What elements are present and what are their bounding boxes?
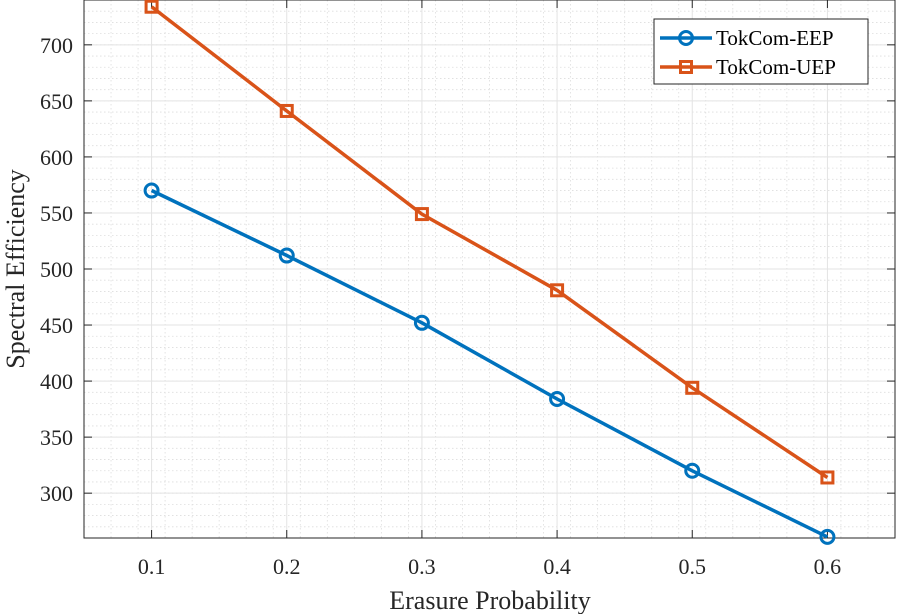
x-tick-label: 0.2 [273, 554, 301, 579]
legend-label: TokCom-UEP [716, 55, 836, 79]
legend-marker [678, 30, 694, 46]
x-tick-label: 0.3 [408, 554, 436, 579]
series-tokcom-eep [143, 182, 836, 545]
square-marker [550, 283, 565, 298]
x-tick-label: 0.1 [138, 554, 166, 579]
x-tick-labels: 0.1 0.2 0.3 0.4 0.5 0.6 [138, 554, 841, 579]
y-tick-label: 450 [40, 313, 73, 338]
y-tick-label: 500 [40, 257, 73, 282]
series-line [150, 5, 829, 479]
legend-marker [679, 60, 693, 74]
y-tick-label: 650 [40, 89, 73, 114]
square-marker [820, 470, 835, 485]
series-line [150, 188, 829, 539]
circle-marker [413, 314, 430, 331]
legend-items: TokCom-EEP TokCom-UEP [660, 26, 836, 79]
major-grid [84, 0, 895, 538]
x-tick-label: 0.6 [814, 554, 842, 579]
x-tick-label: 0.4 [543, 554, 571, 579]
x-axis-title: Erasure Probability [389, 586, 590, 614]
y-tick-labels: 300 350 400 450 500 550 600 650 700 [40, 33, 73, 506]
legend-label: TokCom-EEP [716, 26, 834, 50]
y-tick-label: 300 [40, 481, 73, 506]
square-marker [685, 380, 700, 395]
series-tokcom-uep [144, 0, 835, 485]
circle-marker [549, 391, 566, 408]
y-axis-title: Spectral Efficiency [1, 169, 30, 368]
square-marker [144, 0, 159, 14]
circle-marker [819, 528, 836, 545]
legend: TokCom-EEP TokCom-UEP [653, 18, 869, 85]
legend-entry: TokCom-EEP [660, 26, 834, 50]
axis-ticks [84, 0, 895, 538]
y-tick-label: 600 [40, 145, 73, 170]
legend-entry: TokCom-UEP [660, 55, 836, 79]
square-marker [414, 207, 429, 222]
y-tick-label: 700 [40, 33, 73, 58]
circle-marker [684, 462, 701, 479]
y-tick-label: 350 [40, 425, 73, 450]
y-tick-label: 400 [40, 369, 73, 394]
x-tick-label: 0.5 [679, 554, 707, 579]
circle-marker [278, 247, 295, 264]
circle-marker [143, 182, 160, 199]
series-layer [143, 0, 836, 545]
square-marker [279, 103, 294, 118]
y-tick-label: 550 [40, 201, 73, 226]
